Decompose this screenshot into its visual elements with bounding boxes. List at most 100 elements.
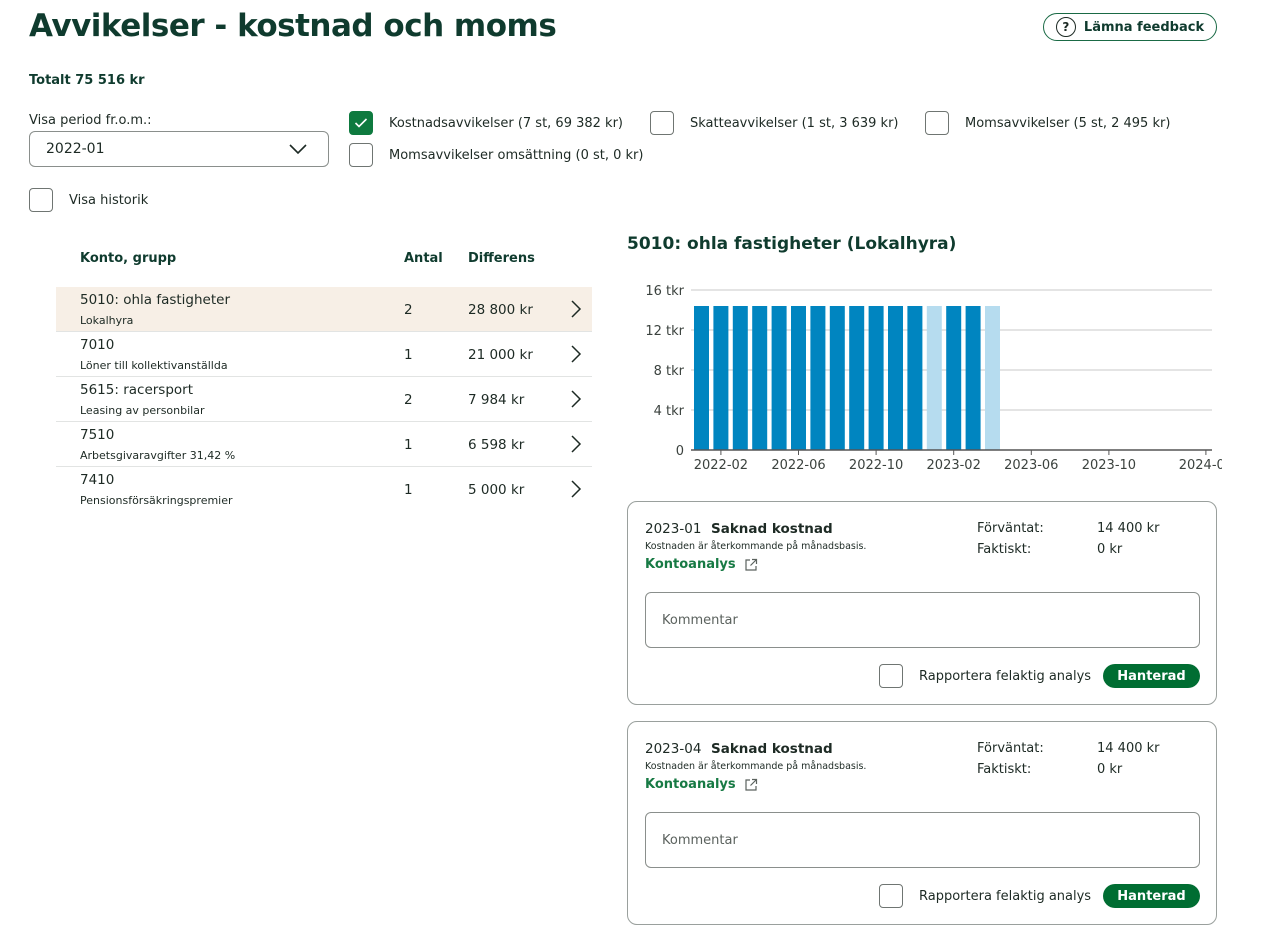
card-type: Saknad kostnad [711, 741, 833, 757]
filter-kostnadsavvikelser[interactable]: Kostnadsavvikelser (7 st, 69 382 kr) [349, 111, 623, 135]
period-select[interactable]: 2022-01 [29, 131, 329, 167]
report-label: Rapportera felaktig analys [919, 888, 1092, 904]
period-value: 2022-01 [46, 141, 105, 157]
card-description: Kostnaden är återkommande på månadsbasis… [645, 541, 867, 552]
row-account: 7010 [80, 337, 115, 353]
chevron-right-icon[interactable] [570, 344, 582, 364]
table-row[interactable]: 5010: ohla fastigheter Lokalhyra 2 28 80… [56, 287, 592, 332]
account-analysis-link[interactable]: Kontoanalys [645, 557, 758, 572]
handled-button[interactable]: Hanterad [1103, 664, 1200, 688]
report-wrong-analysis[interactable]: Rapportera felaktig analys [879, 664, 1091, 688]
filter-skatteavvikelser[interactable]: Skatteavvikelser (1 st, 3 639 kr) [650, 111, 899, 135]
comment-input[interactable] [645, 592, 1200, 648]
x-tick-label: 2022-10 [849, 458, 903, 473]
chart-title: 5010: ohla fastigheter (Lokalhyra) [627, 234, 957, 254]
x-tick-label: 2022-06 [771, 458, 825, 473]
filter-label: Momsavvikelser (5 st, 2 495 kr) [965, 115, 1171, 131]
row-count: 2 [404, 302, 413, 318]
filter-label: Skatteavvikelser (1 st, 3 639 kr) [690, 115, 899, 131]
filter-momsavvikelser-omsattning[interactable]: Momsavvikelser omsättning (0 st, 0 kr) [349, 143, 643, 167]
column-header-account: Konto, grupp [80, 251, 177, 266]
feedback-button[interactable]: ? Lämna feedback [1043, 13, 1217, 41]
row-account: 7410 [80, 472, 115, 488]
card-type: Saknad kostnad [711, 521, 833, 537]
bar [771, 306, 787, 450]
row-count: 2 [404, 392, 413, 408]
row-account: 5615: racersport [80, 382, 194, 398]
comment-input[interactable] [645, 812, 1200, 868]
checkbox[interactable] [879, 664, 903, 688]
chevron-right-icon[interactable] [570, 479, 582, 499]
row-count: 1 [404, 347, 413, 363]
question-icon: ? [1055, 17, 1076, 37]
checkbox[interactable] [349, 143, 373, 167]
actual-value: 0 kr [1097, 542, 1123, 557]
actual-value: 0 kr [1097, 762, 1123, 777]
checkbox[interactable] [29, 188, 53, 212]
bar [752, 306, 768, 450]
chevron-down-icon [289, 144, 307, 155]
bar [926, 306, 942, 450]
deviation-card: 2023-04 Saknad kostnad Kostnaden är åter… [627, 721, 1217, 925]
x-tick-label: 2023-06 [1004, 458, 1058, 473]
bar [985, 306, 1000, 450]
report-wrong-analysis[interactable]: Rapportera felaktig analys [879, 884, 1091, 908]
table-row[interactable]: 7410 Pensionsförsäkringspremier 1 5 000 … [56, 467, 592, 512]
filter-label: Kostnadsavvikelser (7 st, 69 382 kr) [389, 115, 623, 131]
account-analysis-link[interactable]: Kontoanalys [645, 777, 758, 792]
y-tick-label: 0 [676, 444, 684, 459]
handled-button[interactable]: Hanterad [1103, 884, 1200, 908]
external-link-icon [745, 778, 757, 791]
bar-chart: 0 4 tkr 8 tkr 12 tkr 16 tkr 2022-02 2022-06 202… [645, 284, 1222, 473]
row-count: 1 [404, 482, 413, 498]
bar [946, 306, 962, 450]
checkbox[interactable] [925, 111, 949, 135]
chevron-right-icon[interactable] [570, 389, 582, 409]
filter-momsavvikelser[interactable]: Momsavvikelser (5 st, 2 495 kr) [925, 111, 1170, 135]
x-tick-label: 2022-02 [694, 458, 748, 473]
checkbox[interactable] [650, 111, 674, 135]
link-label: Kontoanalys [645, 777, 736, 792]
expected-label: Förväntat: [977, 521, 1044, 536]
row-group: Pensionsförsäkringspremier [80, 494, 233, 507]
history-label: Visa historik [69, 192, 149, 208]
bar [868, 306, 884, 450]
y-tick-label: 8 tkr [654, 364, 685, 379]
checkbox-checked[interactable] [349, 111, 373, 135]
row-group: Löner till kollektivanställda [80, 359, 228, 372]
bar [965, 306, 981, 450]
expected-value: 14 400 kr [1097, 741, 1160, 756]
filter-label: Momsavvikelser omsättning (0 st, 0 kr) [389, 147, 644, 163]
expected-value: 14 400 kr [1097, 521, 1160, 536]
table-row[interactable]: 7010 Löner till kollektivanställda 1 21 … [56, 332, 592, 377]
chevron-right-icon[interactable] [570, 299, 582, 319]
page-title: Avvikelser - kostnad och moms [29, 8, 557, 44]
bar [810, 306, 826, 450]
column-header-count: Antal [404, 251, 443, 266]
bar [694, 306, 709, 450]
external-link-icon [745, 558, 757, 571]
report-label: Rapportera felaktig analys [919, 668, 1092, 684]
row-diff: 28 800 kr [468, 302, 533, 318]
row-account: 5010: ohla fastigheter [80, 292, 231, 308]
row-diff: 7 984 kr [468, 392, 525, 408]
bar [849, 306, 865, 450]
row-count: 1 [404, 437, 413, 453]
total-amount: Totalt 75 516 kr [29, 73, 145, 88]
row-account: 7510 [80, 427, 115, 443]
history-toggle[interactable]: Visa historik [29, 188, 148, 212]
row-group: Lokalhyra [80, 314, 134, 327]
row-group: Arbetsgivaravgifter 31,42 % [80, 449, 236, 462]
feedback-label: Lämna feedback [1083, 19, 1205, 35]
y-tick-label: 16 tkr [645, 284, 684, 299]
row-diff: 5 000 kr [468, 482, 525, 498]
bar [713, 306, 729, 450]
row-diff: 6 598 kr [468, 437, 525, 453]
bar [732, 306, 748, 450]
chevron-right-icon[interactable] [570, 434, 582, 454]
table-row[interactable]: 5615: racersport Leasing av personbilar … [56, 377, 592, 422]
deviation-card: 2023-01 Saknad kostnad Kostnaden är åter… [627, 501, 1217, 705]
checkbox[interactable] [879, 884, 903, 908]
bar [791, 306, 806, 450]
table-row[interactable]: 7510 Arbetsgivaravgifter 31,42 % 1 6 598… [56, 422, 592, 467]
